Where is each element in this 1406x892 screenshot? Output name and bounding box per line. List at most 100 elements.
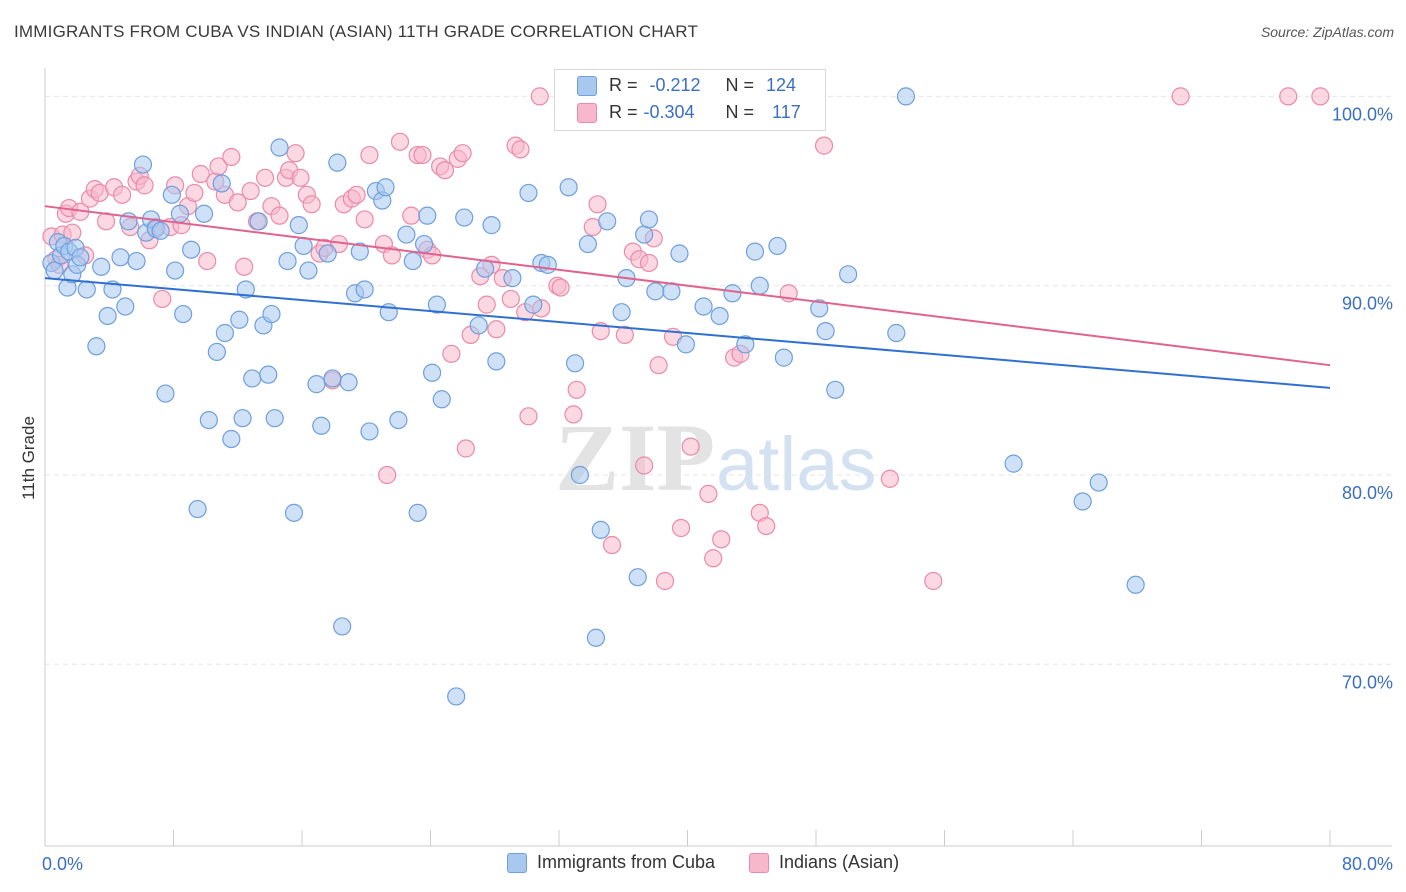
x-tick-label: 80.0% xyxy=(1342,854,1393,874)
point-cuba xyxy=(199,410,218,430)
series-indians-asian xyxy=(42,87,1330,591)
point-cuba xyxy=(127,251,146,271)
point-cuba xyxy=(230,310,249,329)
point-cuba xyxy=(265,409,284,428)
point-indian xyxy=(198,251,217,271)
point-cuba xyxy=(839,265,858,284)
watermark-atlas: atlas xyxy=(716,422,877,507)
y-tick-label: 80.0% xyxy=(1342,483,1393,503)
point-cuba xyxy=(236,280,255,299)
point-indian xyxy=(924,571,943,591)
point-cuba xyxy=(503,269,522,288)
point-cuba xyxy=(318,244,337,263)
point-indian xyxy=(209,157,228,176)
point-indian xyxy=(551,278,570,297)
point-cuba xyxy=(98,306,117,326)
legend-n-value: 117 xyxy=(772,102,801,122)
legend-n-label: N = xyxy=(725,102,755,122)
point-indian xyxy=(530,87,549,106)
legend-r-value: -0.212 xyxy=(649,75,701,95)
point-cuba xyxy=(826,380,845,399)
point-cuba xyxy=(427,295,447,314)
point-cuba xyxy=(487,352,506,371)
bottom-legend: Immigrants from Cuba Indians (Asian) xyxy=(0,852,1406,873)
axes xyxy=(44,68,1392,847)
point-cuba xyxy=(289,216,308,235)
bottom-legend-item-indians: Indians (Asian) xyxy=(749,852,899,873)
point-cuba xyxy=(635,225,654,244)
legend-r-label: R = xyxy=(609,75,638,95)
point-cuba xyxy=(376,178,395,197)
point-indian xyxy=(185,183,204,203)
point-cuba xyxy=(810,299,829,318)
point-cuba xyxy=(339,373,358,392)
point-indian xyxy=(814,136,834,155)
point-indian xyxy=(635,456,654,475)
point-cuba xyxy=(284,503,304,522)
point-indian xyxy=(235,257,254,276)
point-cuba xyxy=(215,323,234,343)
point-cuba xyxy=(612,303,631,322)
point-cuba xyxy=(111,248,130,267)
source-label: Source: ZipAtlas.com xyxy=(1260,24,1394,40)
point-cuba xyxy=(578,234,598,254)
point-indian xyxy=(347,185,366,204)
point-indian xyxy=(1311,87,1330,106)
point-cuba xyxy=(524,295,543,314)
point-cuba xyxy=(328,153,347,172)
bottom-legend-swatch-pink xyxy=(749,852,769,873)
point-cuba xyxy=(418,206,437,225)
point-cuba xyxy=(403,251,422,271)
point-cuba xyxy=(710,306,729,326)
point-cuba xyxy=(598,212,617,231)
point-cuba xyxy=(174,304,193,324)
point-indian xyxy=(757,516,776,536)
point-cuba xyxy=(299,261,318,280)
point-indian xyxy=(360,145,379,165)
point-indian xyxy=(382,246,402,265)
point-indian xyxy=(286,144,305,163)
legend-swatch-blue xyxy=(577,75,597,96)
legend-swatch-pink xyxy=(577,102,597,123)
point-cuba xyxy=(1073,492,1092,511)
point-cuba xyxy=(262,304,281,324)
point-cuba xyxy=(774,348,793,367)
point-cuba xyxy=(278,251,297,271)
point-cuba xyxy=(676,335,695,354)
point-indian xyxy=(712,530,731,549)
point-cuba xyxy=(628,568,647,587)
point-indian xyxy=(153,289,172,309)
point-indian xyxy=(442,344,461,363)
point-indian xyxy=(564,405,583,424)
point-cuba xyxy=(1089,473,1108,492)
point-indian xyxy=(413,145,432,165)
point-cuba xyxy=(565,354,585,373)
point-indian xyxy=(501,289,520,309)
point-cuba xyxy=(350,242,369,261)
point-indian xyxy=(1171,87,1190,106)
point-cuba xyxy=(586,628,606,647)
point-indian xyxy=(477,295,496,314)
point-indian xyxy=(519,407,538,426)
point-cuba xyxy=(694,297,713,316)
point-cuba xyxy=(432,390,451,409)
point-cuba xyxy=(723,284,742,303)
point-cuba xyxy=(423,363,442,382)
point-cuba xyxy=(750,276,769,295)
y-tick-label: 70.0% xyxy=(1342,672,1393,692)
point-cuba xyxy=(307,375,326,394)
point-cuba xyxy=(816,322,835,341)
point-cuba xyxy=(639,210,659,229)
bottom-legend-swatch-blue xyxy=(506,852,527,873)
point-indian xyxy=(567,380,586,399)
point-cuba xyxy=(447,687,466,706)
point-cuba xyxy=(333,617,352,636)
point-indian xyxy=(135,176,154,195)
point-cuba xyxy=(559,178,578,197)
point-indian xyxy=(655,571,675,591)
trend-lines xyxy=(44,205,1331,389)
point-indian xyxy=(511,140,530,159)
legend-n-label: N = xyxy=(725,75,755,95)
point-cuba xyxy=(1126,575,1145,594)
point-indian xyxy=(255,168,275,187)
